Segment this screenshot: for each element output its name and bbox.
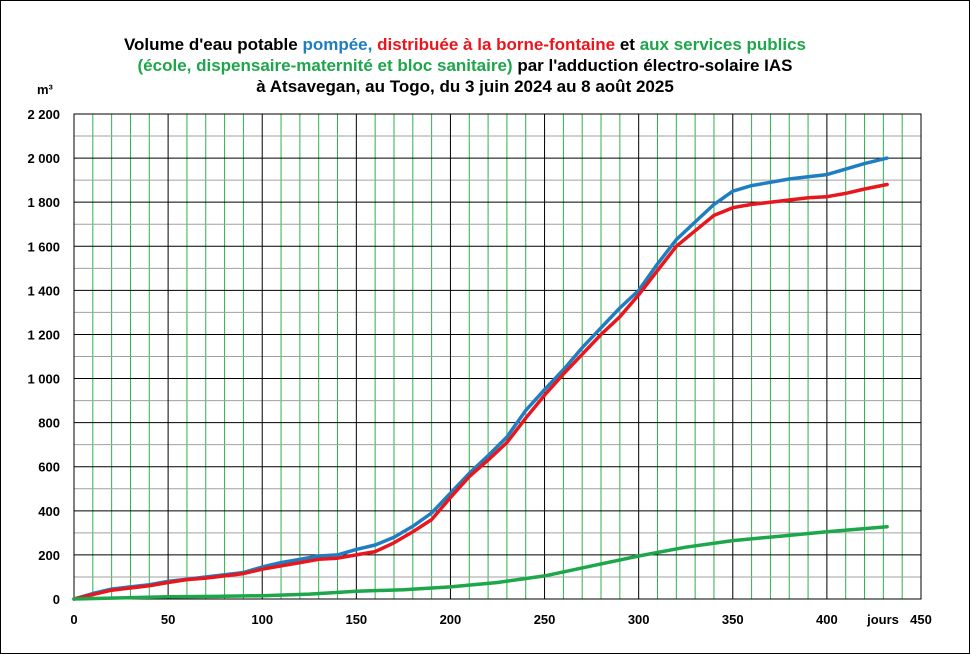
chart-title-line-3: à Atsavegan, au Togo, du 3 juin 2024 au …	[0, 77, 930, 97]
y-tick-label: 600	[38, 460, 60, 475]
y-tick-label: 1 000	[27, 372, 60, 387]
y-tick-label: 800	[38, 416, 60, 431]
y-tick-label: 2 000	[27, 151, 60, 166]
chart-title-line-1: Volume d'eau potable pompée, distribuée …	[0, 35, 930, 55]
x-tick-label: 50	[161, 612, 175, 627]
x-tick-label: 300	[628, 612, 650, 627]
title-segment-public-services: (école, dispensaire-maternité et bloc sa…	[137, 56, 513, 75]
title-segment: à Atsavegan, au Togo, du 3 juin 2024 au …	[256, 77, 674, 96]
series-line	[72, 524, 889, 601]
y-tick-label: 200	[38, 548, 60, 563]
plot-border	[73, 113, 922, 600]
x-tick-label: 400	[816, 612, 838, 627]
y-tick-label: 400	[38, 504, 60, 519]
title-segment-distributed: distribuée à la borne-fontaine	[372, 35, 616, 54]
x-axis-label: jours	[866, 612, 899, 627]
y-axis-label: m³	[37, 82, 54, 97]
x-tick-label: 200	[440, 612, 462, 627]
title-segment: Volume d'eau potable	[123, 35, 303, 54]
x-tick-label: 0	[70, 612, 77, 627]
y-tick-label: 2 200	[27, 107, 60, 122]
y-tick-label: 1 600	[27, 239, 60, 254]
title-segment-pumped: pompée,	[302, 35, 373, 54]
title-segment: par l'adduction électro-solaire IAS	[512, 56, 793, 75]
chart-title-line-2: (école, dispensaire-maternité et bloc sa…	[0, 56, 930, 76]
y-tick-label: 0	[53, 592, 60, 607]
x-tick-label: 250	[534, 612, 556, 627]
y-tick-label: 1 400	[27, 283, 60, 298]
title-segment-public-services: aux services publics	[639, 35, 807, 54]
series-line	[72, 182, 889, 601]
y-tick-label: 1 200	[27, 327, 60, 342]
title-segment: et	[615, 35, 640, 54]
x-tick-label: 150	[345, 612, 367, 627]
x-tick-label: 100	[251, 612, 273, 627]
x-tick-label: 450	[910, 612, 932, 627]
x-tick-label: 350	[722, 612, 744, 627]
y-tick-label: 1 800	[27, 195, 60, 210]
